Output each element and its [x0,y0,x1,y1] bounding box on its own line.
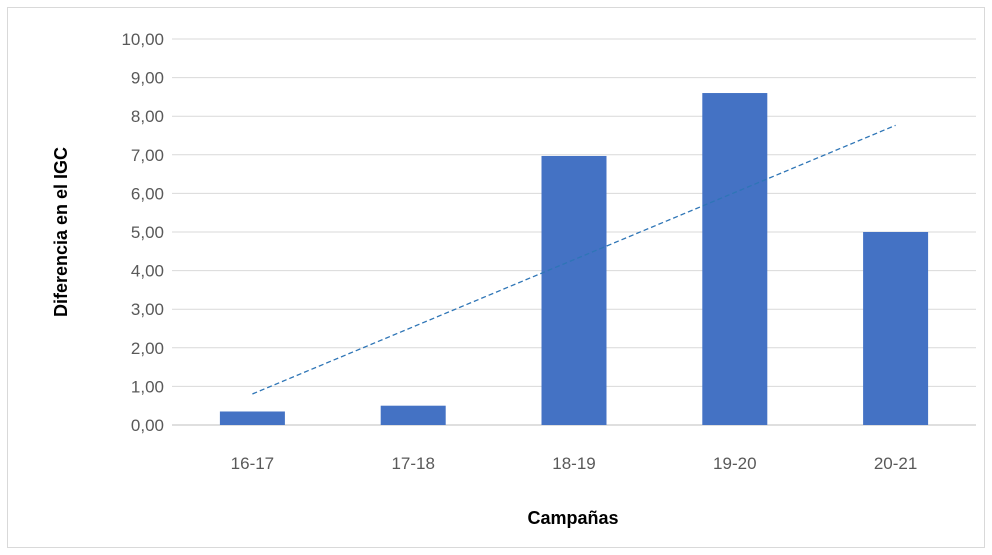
y-tick-label: 4,00 [131,262,164,281]
y-axis-ticks: 0,00 1,00 2,00 3,00 4,00 5,00 6,00 7,00 8,00 9,00… [121,30,164,435]
x-tick-label: 17-18 [391,454,434,473]
bars [219,93,929,425]
bar [863,232,929,425]
bar [702,93,768,425]
y-tick-label: 0,00 [131,416,164,435]
x-tick-label: 20-21 [874,454,917,473]
y-tick-label: 10,00 [121,30,164,49]
bar [380,405,446,425]
y-axis-title: Diferencia en el IGC [51,147,71,317]
bar [541,155,607,425]
y-tick-label: 2,00 [131,339,164,358]
x-axis-ticks: 16-17 17-18 18-19 19-20 20-21 [231,454,918,473]
y-tick-label: 6,00 [131,184,164,203]
y-tick-label: 8,00 [131,107,164,126]
x-tick-label: 16-17 [231,454,274,473]
trendline [252,124,896,395]
chart-frame [7,7,985,548]
y-tick-label: 1,00 [131,377,164,396]
bar [219,411,285,425]
y-tick-label: 3,00 [131,300,164,319]
x-tick-label: 18-19 [552,454,595,473]
trendline-line [252,124,896,395]
x-axis-title: Campañas [527,508,618,528]
y-tick-label: 9,00 [131,69,164,88]
y-tick-label: 7,00 [131,146,164,165]
gridlines [172,38,976,426]
y-tick-label: 5,00 [131,223,164,242]
x-tick-label: 19-20 [713,454,756,473]
